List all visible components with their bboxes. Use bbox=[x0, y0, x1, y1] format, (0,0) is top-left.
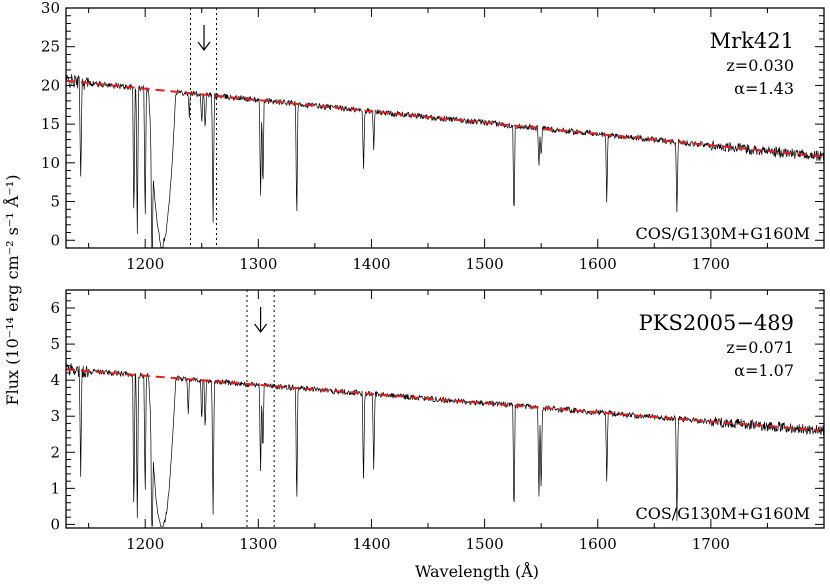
y-tick-label: 20 bbox=[41, 76, 60, 94]
y-tick-label: 5 bbox=[50, 193, 60, 211]
y-tick-label: 30 bbox=[41, 0, 60, 17]
redshift-label: z=0.030 bbox=[726, 56, 794, 75]
alpha-label: α=1.43 bbox=[734, 79, 794, 98]
x-tick-label: 1500 bbox=[466, 535, 504, 553]
y-tick-label: 6 bbox=[50, 299, 60, 317]
x-tick-label: 1200 bbox=[126, 535, 164, 553]
alpha-label: α=1.07 bbox=[734, 361, 794, 380]
spectrum-line bbox=[65, 363, 825, 527]
axes-frame bbox=[65, 7, 825, 249]
y-tick-label: 10 bbox=[41, 154, 60, 172]
spectrum-line bbox=[65, 74, 825, 248]
x-tick-label: 1500 bbox=[466, 255, 504, 273]
x-tick-label: 1300 bbox=[239, 255, 277, 273]
instrument-label: COS/G130M+G160M bbox=[635, 224, 810, 243]
y-axis-title: Flux (10⁻¹⁴ erg cm⁻² s⁻¹ Å⁻¹) bbox=[2, 175, 22, 406]
x-tick-label: 1400 bbox=[352, 255, 390, 273]
arrow-head bbox=[197, 41, 211, 51]
arrow-head bbox=[254, 323, 268, 333]
continuum-model-line bbox=[65, 79, 825, 158]
x-tick-label: 1300 bbox=[239, 535, 277, 553]
x-tick-label: 1700 bbox=[692, 255, 730, 273]
y-tick-label: 5 bbox=[50, 335, 60, 353]
x-tick-label: 1700 bbox=[692, 535, 730, 553]
y-tick-label: 25 bbox=[41, 38, 60, 56]
panel-mrk421: 1200 1300 1400 1500 1600 1700 0 5 10 15 20 25 30 Mrk4… bbox=[41, 0, 825, 273]
y-tick-label: 1 bbox=[50, 479, 60, 497]
y-tick-label: 0 bbox=[50, 231, 60, 249]
redshift-label: z=0.071 bbox=[726, 338, 794, 357]
continuum-model-line bbox=[65, 368, 825, 432]
x-tick-label: 1600 bbox=[579, 535, 617, 553]
x-tick-label: 1400 bbox=[352, 535, 390, 553]
x-axis-title: Wavelength (Å) bbox=[415, 561, 539, 581]
panel-pks2005: 1200 1300 1400 1500 1600 1700 0 1 2 3 4 5 6 PKS2005−4… bbox=[50, 289, 825, 553]
y-tick-label: 0 bbox=[50, 515, 60, 533]
object-name: PKS2005−489 bbox=[639, 311, 794, 335]
y-tick-label: 15 bbox=[41, 115, 60, 133]
instrument-label: COS/G130M+G160M bbox=[635, 504, 810, 523]
object-name: Mrk421 bbox=[710, 29, 794, 53]
x-tick-label: 1600 bbox=[579, 255, 617, 273]
y-tick-label: 2 bbox=[50, 443, 60, 461]
x-tick-label: 1200 bbox=[126, 255, 164, 273]
y-tick-label: 4 bbox=[50, 371, 60, 389]
y-tick-label: 3 bbox=[50, 407, 60, 425]
